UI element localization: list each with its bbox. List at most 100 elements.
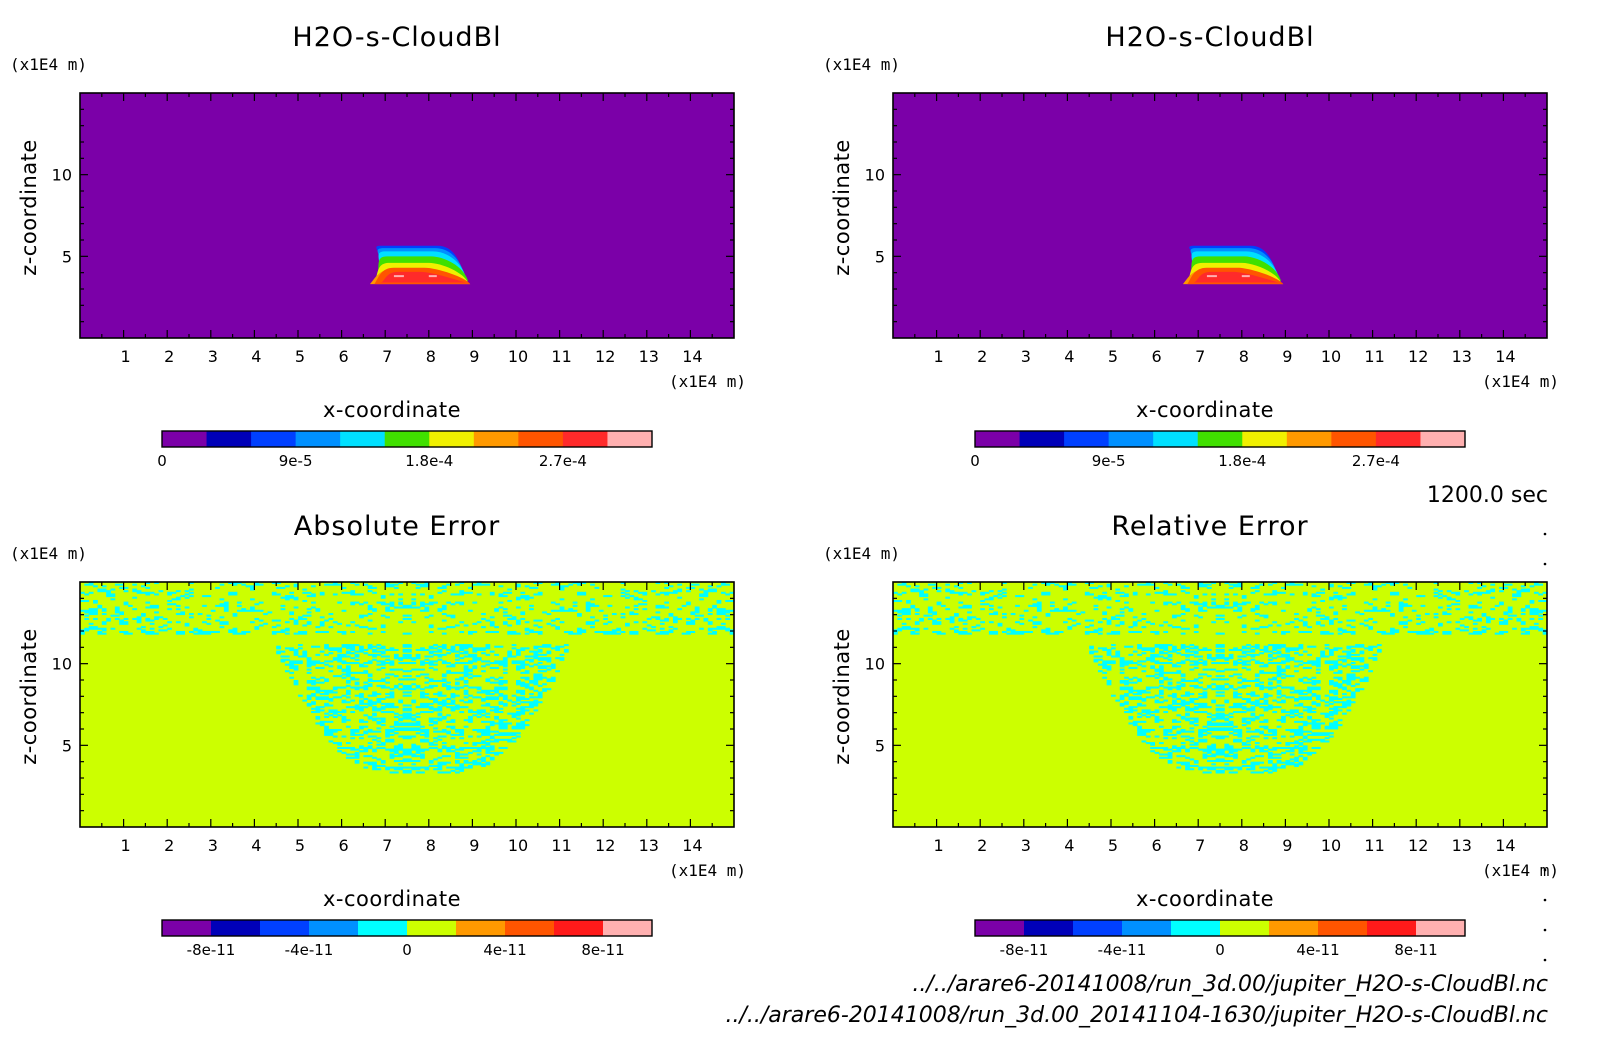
field-cell	[529, 631, 534, 634]
field-cell	[1324, 617, 1330, 620]
field-cell	[498, 702, 504, 705]
field-cell	[1158, 652, 1164, 655]
field-cell	[1220, 617, 1225, 620]
field-cell	[585, 622, 591, 625]
field-cell	[668, 614, 674, 617]
field-cell	[1272, 648, 1278, 651]
field-cell	[1224, 722, 1230, 725]
field-cell	[1302, 621, 1308, 624]
field-cell	[1438, 596, 1443, 599]
field-cell	[1185, 712, 1190, 715]
field-cell	[511, 714, 517, 717]
field-cell	[1320, 732, 1326, 735]
field-cell	[450, 746, 456, 749]
field-cell	[1381, 608, 1387, 611]
field-cell	[699, 627, 704, 630]
field-cell	[502, 657, 508, 660]
field-cell	[380, 595, 386, 598]
field-cell	[607, 632, 613, 635]
field-cell	[1315, 621, 1321, 624]
field-cell	[411, 714, 417, 717]
field-cell	[1346, 683, 1352, 686]
field-cell	[280, 604, 286, 607]
field-cell	[511, 725, 517, 728]
field-cell	[498, 725, 504, 728]
field-cell	[354, 755, 360, 758]
field-cell	[481, 689, 486, 692]
field-cell	[1163, 686, 1169, 689]
field-cell	[945, 590, 951, 593]
field-cell	[936, 621, 942, 624]
field-cell	[424, 658, 430, 661]
field-cell	[1285, 714, 1291, 717]
field-cell	[380, 707, 386, 710]
field-cell	[1359, 680, 1365, 683]
field-cell	[1241, 624, 1247, 627]
field-cell	[1176, 671, 1182, 674]
field-cell	[306, 694, 312, 697]
field-cell	[1202, 750, 1208, 753]
field-cell	[555, 617, 560, 620]
field-cell	[1237, 738, 1243, 741]
field-cell	[1442, 613, 1448, 616]
field-cell	[228, 582, 233, 585]
y-tick-label: 10	[52, 166, 72, 185]
field-cell	[1424, 631, 1430, 634]
field-cell	[459, 699, 465, 702]
field-cell	[988, 631, 994, 634]
field-cell	[980, 608, 985, 611]
field-cell	[520, 666, 526, 669]
field-cell	[114, 583, 120, 586]
field-cell	[180, 632, 186, 635]
field-cell	[1307, 751, 1312, 754]
field-cell	[1158, 670, 1164, 673]
field-cell	[380, 686, 386, 689]
field-cell	[1137, 644, 1142, 647]
field-cell	[459, 603, 465, 606]
field-cell	[407, 766, 412, 769]
field-cell	[1124, 686, 1129, 689]
field-cell	[1350, 645, 1356, 648]
field-cell	[1202, 593, 1208, 596]
field-cell	[341, 701, 347, 704]
field-cell	[1119, 662, 1125, 665]
field-cell	[424, 696, 430, 699]
field-cell	[136, 619, 142, 622]
field-cell	[437, 766, 443, 769]
field-cell	[380, 724, 386, 727]
field-cell	[1455, 627, 1461, 630]
field-cell	[315, 706, 321, 709]
field-cell	[393, 586, 399, 589]
field-cell	[481, 732, 486, 735]
field-cell	[1132, 676, 1138, 679]
field-cell	[516, 650, 521, 653]
field-cell	[306, 622, 312, 625]
field-cell	[476, 715, 482, 718]
field-cell	[1337, 627, 1343, 630]
field-cell	[633, 631, 639, 634]
field-cell	[1193, 647, 1199, 650]
field-cell	[402, 748, 408, 751]
field-cell	[411, 735, 417, 738]
field-cell	[1298, 697, 1304, 700]
field-cell	[1128, 660, 1134, 663]
field-cell	[1337, 632, 1343, 635]
field-cell	[1163, 590, 1169, 593]
field-cell	[958, 606, 964, 609]
field-cell	[572, 632, 578, 635]
field-cell	[424, 583, 430, 586]
field-cell	[1097, 655, 1103, 658]
field-cell	[441, 673, 447, 676]
field-cell	[581, 631, 587, 634]
field-cell	[389, 729, 395, 732]
field-cell	[686, 603, 691, 606]
colorbar-segment	[518, 431, 564, 447]
field-cell	[686, 621, 691, 624]
field-cell	[555, 627, 560, 630]
field-cell	[1198, 681, 1203, 684]
field-cell	[284, 629, 290, 632]
y-tick-label: 10	[865, 166, 885, 185]
field-cell	[1119, 621, 1125, 624]
field-cell	[914, 632, 920, 635]
field-cell	[359, 719, 364, 722]
